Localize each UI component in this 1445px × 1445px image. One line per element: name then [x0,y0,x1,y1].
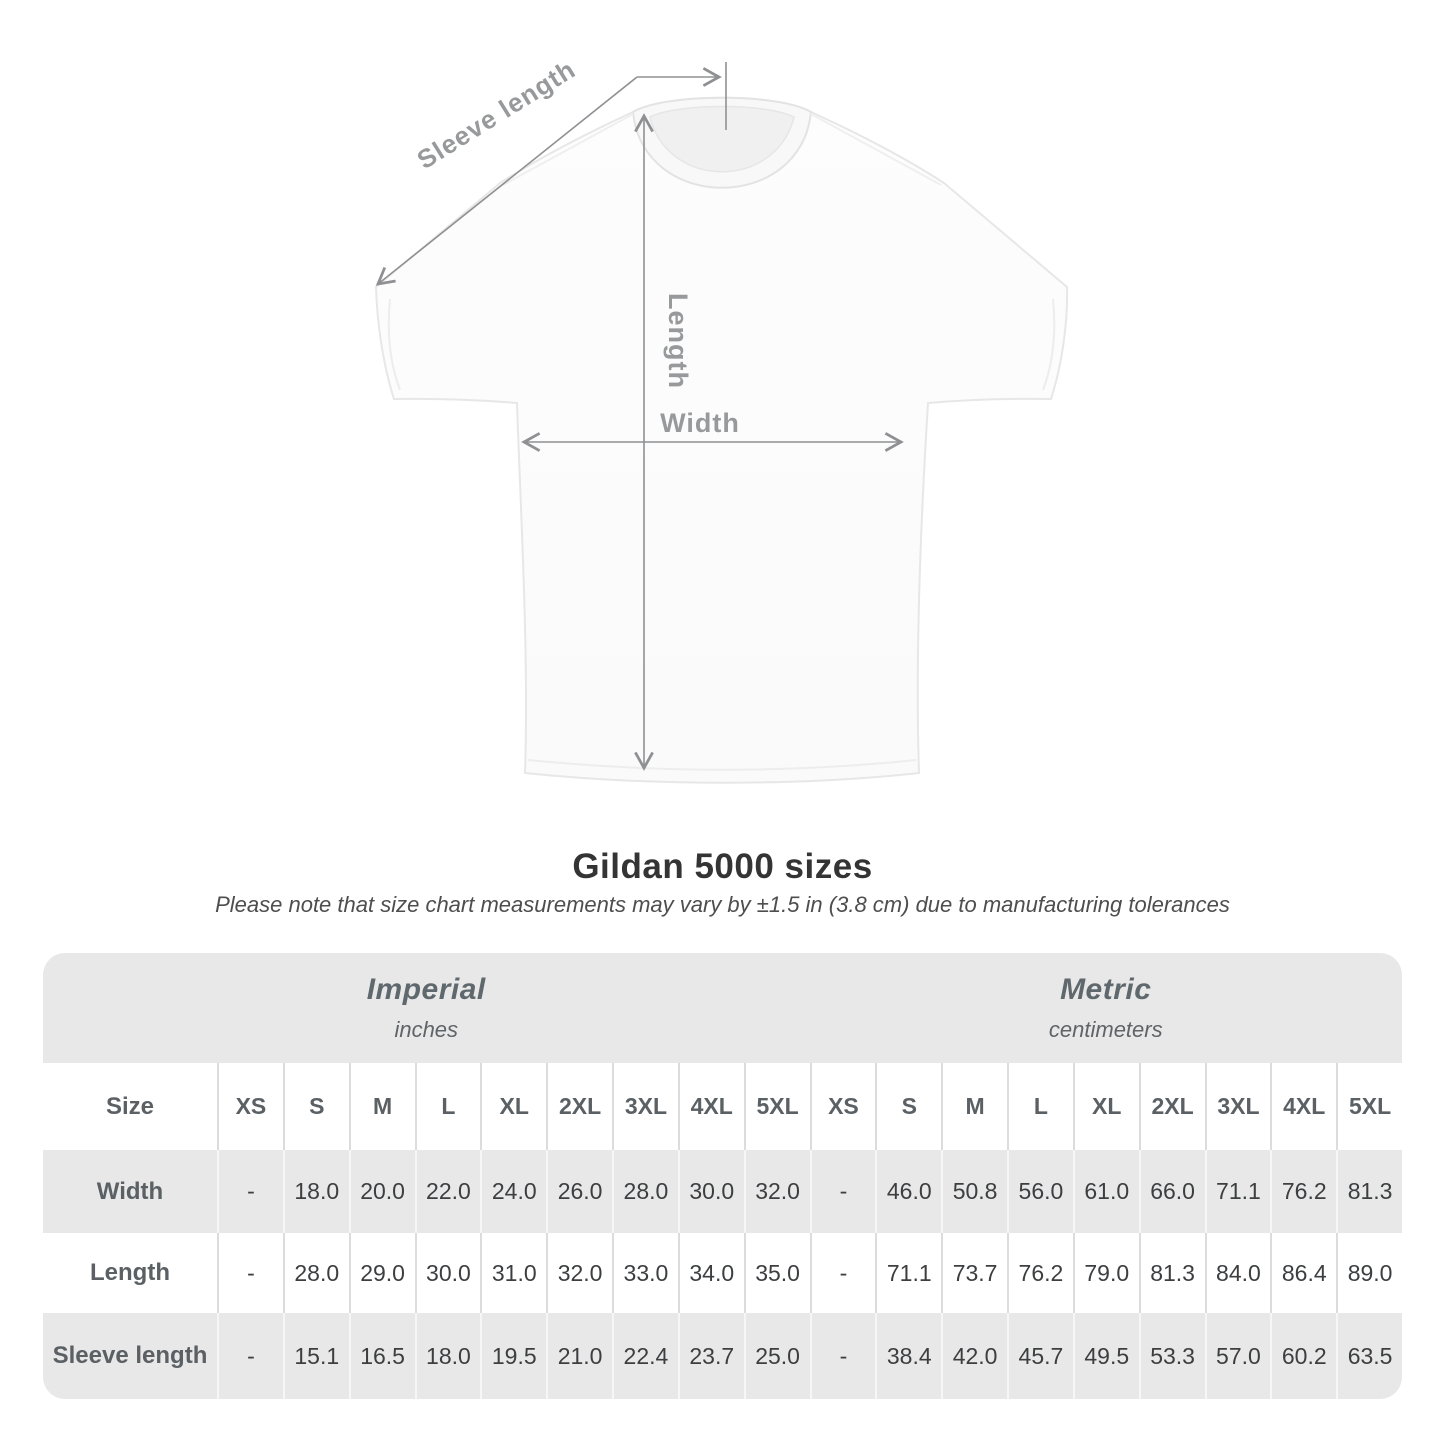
imperial-group-unit: inches [394,1017,459,1042]
width-metric-s: 46.0 [875,1150,942,1233]
width-metric-2xl: 66.0 [1138,1150,1205,1233]
length-imperial-s: 28.0 [282,1233,349,1313]
length-label: Length [663,293,693,389]
size-header-metric-s: S [875,1063,942,1150]
sleeve-imperial-xl: 19.5 [480,1313,547,1399]
size-header-metric-l: L [1007,1063,1073,1150]
length-imperial-5xl: 35.0 [743,1233,810,1313]
sleeve-metric-2xl: 53.3 [1138,1313,1205,1399]
imperial-group-header: Imperial inches [43,953,810,1063]
sleeve-metric-4xl: 60.2 [1270,1313,1337,1399]
sleeve-metric-xl: 49.5 [1072,1313,1139,1399]
sleeve-imperial-3xl: 22.4 [612,1313,678,1399]
size-header-imperial-m: M [348,1063,415,1150]
length-metric-xs: - [809,1233,876,1313]
metric-group-header: Metric centimeters [809,953,1402,1063]
sleeve-metric-xs: - [809,1313,876,1399]
sleeve-imperial-xs: - [217,1313,283,1399]
length-imperial-m: 29.0 [348,1233,415,1313]
width-imperial-xl: 24.0 [480,1150,547,1233]
length-metric-xl: 79.0 [1072,1233,1139,1313]
width-imperial-xs: - [217,1150,283,1233]
width-metric-3xl: 71.1 [1204,1150,1271,1233]
row-label-width: Width [43,1150,217,1233]
size-header-imperial-s: S [282,1063,349,1150]
width-imperial-s: 18.0 [282,1150,349,1233]
sleeve-imperial-m: 16.5 [348,1313,415,1399]
tshirt-measurement-diagram: Sleeve length Length Width [374,54,1069,784]
length-imperial-4xl: 34.0 [677,1233,744,1313]
sleeve-metric-5xl: 63.5 [1336,1313,1402,1399]
width-metric-l: 56.0 [1007,1150,1073,1233]
size-header-metric-3xl: 3XL [1204,1063,1271,1150]
width-imperial-l: 22.0 [414,1150,481,1233]
sleeve-imperial-2xl: 21.0 [546,1313,612,1399]
length-metric-3xl: 84.0 [1204,1233,1271,1313]
page-title: Gildan 5000 sizes [572,847,873,886]
length-metric-l: 76.2 [1007,1233,1073,1313]
width-metric-xl: 61.0 [1072,1150,1139,1233]
length-metric-4xl: 86.4 [1270,1233,1337,1313]
size-header-imperial-5xl: 5XL [743,1063,810,1150]
sleeve-metric-3xl: 57.0 [1204,1313,1271,1399]
sleeve-imperial-l: 18.0 [414,1313,481,1399]
tolerance-note: Please note that size chart measurements… [215,892,1230,917]
width-metric-5xl: 81.3 [1336,1150,1402,1233]
width-imperial-m: 20.0 [348,1150,415,1233]
width-imperial-5xl: 32.0 [743,1150,810,1233]
size-column-header: Size [43,1063,217,1150]
size-header-metric-2xl: 2XL [1138,1063,1205,1150]
sleeve-imperial-s: 15.1 [282,1313,349,1399]
row-label-sleeve-length: Sleeve length [43,1313,217,1399]
length-imperial-xs: - [217,1233,283,1313]
width-imperial-4xl: 30.0 [677,1150,744,1233]
length-imperial-l: 30.0 [414,1233,481,1313]
imperial-group-title: Imperial [366,973,486,1006]
size-header-metric-xs: XS [809,1063,876,1150]
length-metric-5xl: 89.0 [1336,1233,1402,1313]
size-header-metric-4xl: 4XL [1270,1063,1337,1150]
size-header-imperial-3xl: 3XL [612,1063,678,1150]
sleeve-metric-s: 38.4 [875,1313,942,1399]
sleeve-imperial-4xl: 23.7 [677,1313,744,1399]
length-imperial-xl: 31.0 [480,1233,547,1313]
width-imperial-2xl: 26.0 [546,1150,612,1233]
size-header-imperial-xs: XS [217,1063,283,1150]
row-label-length: Length [43,1233,217,1313]
width-metric-xs: - [809,1150,876,1233]
sleeve-length-dimension [375,62,727,286]
sleeve-imperial-5xl: 25.0 [743,1313,810,1399]
metric-group-unit: centimeters [1048,1017,1163,1042]
size-header-imperial-4xl: 4XL [677,1063,744,1150]
width-metric-m: 50.8 [941,1150,1007,1233]
size-table: Imperial inches Metric centimeters Size … [43,953,1402,1399]
size-header-metric-xl: XL [1072,1063,1139,1150]
sleeve-metric-l: 45.7 [1007,1313,1073,1399]
size-header-metric-m: M [941,1063,1007,1150]
size-header-imperial-xl: XL [480,1063,547,1150]
length-metric-2xl: 81.3 [1138,1233,1205,1313]
length-metric-m: 73.7 [941,1233,1007,1313]
length-metric-s: 71.1 [875,1233,942,1313]
length-imperial-3xl: 33.0 [612,1233,678,1313]
size-header-imperial-l: L [414,1063,481,1150]
size-header-metric-5xl: 5XL [1336,1063,1402,1150]
width-label: Width [660,408,740,438]
tshirt-image [374,96,1069,784]
length-imperial-2xl: 32.0 [546,1233,612,1313]
width-imperial-3xl: 28.0 [612,1150,678,1233]
size-header-imperial-2xl: 2XL [546,1063,612,1150]
width-metric-4xl: 76.2 [1270,1150,1337,1233]
metric-group-title: Metric [1060,973,1152,1006]
sleeve-metric-m: 42.0 [941,1313,1007,1399]
